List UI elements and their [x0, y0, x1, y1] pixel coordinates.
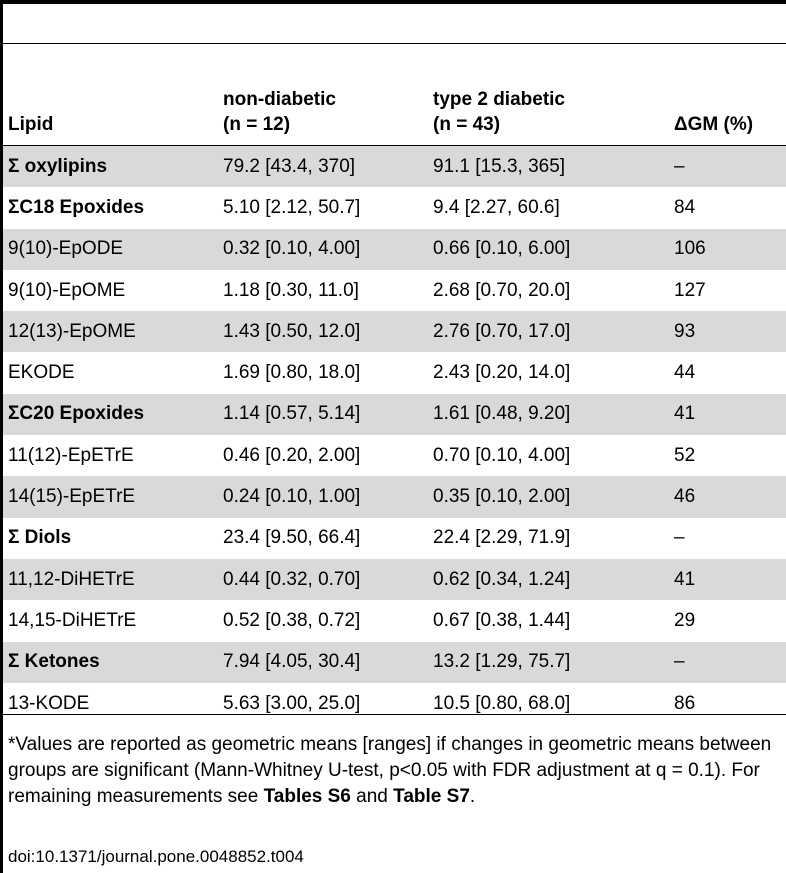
- lipid-cell: 9(10)-EpODE: [3, 228, 223, 270]
- table-row: 13-KODE 5.63 [3.00, 25.0] 10.5 [0.80, 68.0…: [3, 683, 786, 724]
- non-diabetic-cell: 0.46 [0.20, 2.00]: [223, 444, 361, 466]
- footnote-text-2: and: [350, 786, 394, 807]
- lipid-cell: 13-KODE: [8, 692, 90, 714]
- lipid-cell: Σ Ketones: [3, 641, 223, 683]
- lipid-cell: Σ oxylipins: [3, 145, 223, 188]
- footer-rule: [3, 714, 786, 715]
- non-diabetic-cell: 0.24 [0.10, 1.00]: [223, 476, 433, 518]
- doi-label: doi:10.1371/journal.pone.0048852.t004: [8, 847, 304, 866]
- table-row: Σ oxylipins 79.2 [43.4, 370] 91.1 [15.3, 3…: [3, 145, 786, 188]
- non-diabetic-cell: 0.44 [0.32, 0.70]: [223, 558, 433, 601]
- table-row: Σ Ketones 7.94 [4.05, 30.4] 13.2 [1.29, 75…: [3, 641, 786, 683]
- table-row: ΣC18 Epoxides 5.10 [2.12, 50.7] 9.4 [2.27,…: [3, 187, 786, 228]
- delta-gm-cell: 44: [674, 362, 696, 384]
- non-diabetic-cell: 23.4 [9.50, 66.4]: [223, 527, 361, 549]
- table-row: 14,15-DiHETrE 0.52 [0.38, 0.72] 0.67 [0.38…: [3, 600, 786, 641]
- non-diabetic-cell: 1.18 [0.30, 11.0]: [223, 279, 359, 301]
- lipid-cell: 11,12-DiHETrE: [3, 558, 223, 601]
- type2-diabetic-cell: 2.68 [0.70, 20.0]: [433, 279, 571, 301]
- delta-gm-cell: 52: [674, 444, 696, 466]
- delta-gm-cell: 127: [674, 279, 706, 301]
- lipid-cell: ΣC18 Epoxides: [8, 196, 145, 218]
- footnote-text-3: .: [469, 786, 476, 807]
- type2-diabetic-cell: 2.43 [0.20, 14.0]: [433, 362, 571, 384]
- non-diabetic-cell: 5.10 [2.12, 50.7]: [223, 196, 361, 218]
- lipid-cell: Σ Diols: [8, 527, 72, 549]
- type2-diabetic-cell: 0.66 [0.10, 6.00]: [433, 228, 674, 270]
- delta-gm-cell: 41: [674, 558, 786, 601]
- lipid-cell: 14,15-DiHETrE: [8, 609, 137, 631]
- lipid-cell: 12(13)-EpOME: [3, 311, 223, 353]
- delta-gm-cell: –: [674, 145, 786, 188]
- header-non-diabetic-line1: non-diabetic: [223, 89, 336, 110]
- delta-gm-cell: 106: [674, 228, 786, 270]
- type2-diabetic-cell: 13.2 [1.29, 75.7]: [433, 641, 674, 683]
- table-row: EKODE 1.69 [0.80, 18.0] 2.43 [0.20, 14.0] 4…: [3, 352, 786, 393]
- non-diabetic-cell: 5.63 [3.00, 25.0]: [223, 692, 361, 714]
- header-lipid: Lipid: [3, 73, 223, 146]
- header-lipid-line2: Lipid: [8, 114, 54, 135]
- type2-diabetic-cell: 2.76 [0.70, 17.0]: [433, 311, 674, 353]
- type2-diabetic-cell: 91.1 [15.3, 365]: [433, 145, 674, 188]
- lipid-table: Lipid non-diabetic (n = 12) type 2 diabe…: [3, 73, 786, 724]
- type2-diabetic-cell: 0.70 [0.10, 4.00]: [433, 444, 571, 466]
- non-diabetic-cell: 7.94 [4.05, 30.4]: [223, 641, 433, 683]
- delta-gm-cell: –: [674, 641, 786, 683]
- non-diabetic-cell: 0.52 [0.38, 0.72]: [223, 609, 361, 631]
- type2-diabetic-cell: 1.61 [0.48, 9.20]: [433, 393, 674, 436]
- delta-gm-cell: 84: [674, 196, 696, 218]
- header-delta-gm: ΔGM (%): [674, 73, 786, 146]
- non-diabetic-cell: 1.43 [0.50, 12.0]: [223, 311, 433, 353]
- footnote-text-1: *Values are reported as geometric means …: [8, 734, 772, 807]
- table-row: ΣC20 Epoxides 1.14 [0.57, 5.14] 1.61 [0.48…: [3, 393, 786, 436]
- delta-gm-cell: 93: [674, 311, 786, 353]
- delta-gm-cell: 46: [674, 476, 786, 518]
- header-type2-diabetic-line2: (n = 43): [433, 114, 501, 135]
- header-type2-diabetic: type 2 diabetic (n = 43): [433, 73, 674, 146]
- lipid-cell: 11(12)-EpETrE: [8, 444, 134, 466]
- lipid-cell: ΣC20 Epoxides: [3, 393, 223, 436]
- table-row: 12(13)-EpOME 1.43 [0.50, 12.0] 2.76 [0.70,…: [3, 311, 786, 353]
- header-type2-diabetic-line1: type 2 diabetic: [433, 89, 565, 110]
- type2-diabetic-cell: 0.67 [0.38, 1.44]: [433, 609, 571, 631]
- table-row: 11,12-DiHETrE 0.44 [0.32, 0.70] 0.62 [0.34…: [3, 558, 786, 601]
- header-non-diabetic-line2: (n = 12): [223, 114, 291, 135]
- header-delta-gm-line2: ΔGM (%): [674, 114, 754, 135]
- type2-diabetic-cell: 0.62 [0.34, 1.24]: [433, 558, 674, 601]
- footnote-ref-tables-s6[interactable]: Tables S6: [263, 786, 351, 807]
- table-header-row: Lipid non-diabetic (n = 12) type 2 diabe…: [3, 73, 786, 146]
- type2-diabetic-cell: 22.4 [2.29, 71.9]: [433, 527, 571, 549]
- footnote-ref-table-s7[interactable]: Table S7: [393, 786, 470, 807]
- type2-diabetic-cell: 10.5 [0.80, 68.0]: [433, 692, 571, 714]
- table-footnote: *Values are reported as geometric means …: [8, 732, 782, 810]
- lipid-cell: EKODE: [8, 362, 75, 384]
- non-diabetic-cell: 79.2 [43.4, 370]: [223, 145, 433, 188]
- non-diabetic-cell: 1.69 [0.80, 18.0]: [223, 362, 361, 384]
- top-rule: [0, 0, 786, 4]
- delta-gm-cell: 86: [674, 692, 696, 714]
- non-diabetic-cell: 1.14 [0.57, 5.14]: [223, 393, 433, 436]
- table-row: 14(15)-EpETrE 0.24 [0.10, 1.00] 0.35 [0.10…: [3, 476, 786, 518]
- type2-diabetic-cell: 9.4 [2.27, 60.6]: [433, 196, 560, 218]
- table-row: 9(10)-EpODE 0.32 [0.10, 4.00] 0.66 [0.10, …: [3, 228, 786, 270]
- lipid-cell: 9(10)-EpOME: [8, 279, 126, 301]
- header-non-diabetic: non-diabetic (n = 12): [223, 73, 433, 146]
- type2-diabetic-cell: 0.35 [0.10, 2.00]: [433, 476, 674, 518]
- delta-gm-cell: 41: [674, 393, 786, 436]
- delta-gm-cell: 29: [674, 609, 696, 631]
- non-diabetic-cell: 0.32 [0.10, 4.00]: [223, 228, 433, 270]
- table-row: 9(10)-EpOME 1.18 [0.30, 11.0] 2.68 [0.70, …: [3, 270, 786, 311]
- table-row: Σ Diols 23.4 [9.50, 66.4] 22.4 [2.29, 71.9…: [3, 518, 786, 559]
- table-row: 11(12)-EpETrE 0.46 [0.20, 2.00] 0.70 [0.10…: [3, 435, 786, 476]
- delta-gm-cell: –: [674, 527, 685, 549]
- header-top-rule: [3, 43, 786, 44]
- lipid-cell: 14(15)-EpETrE: [3, 476, 223, 518]
